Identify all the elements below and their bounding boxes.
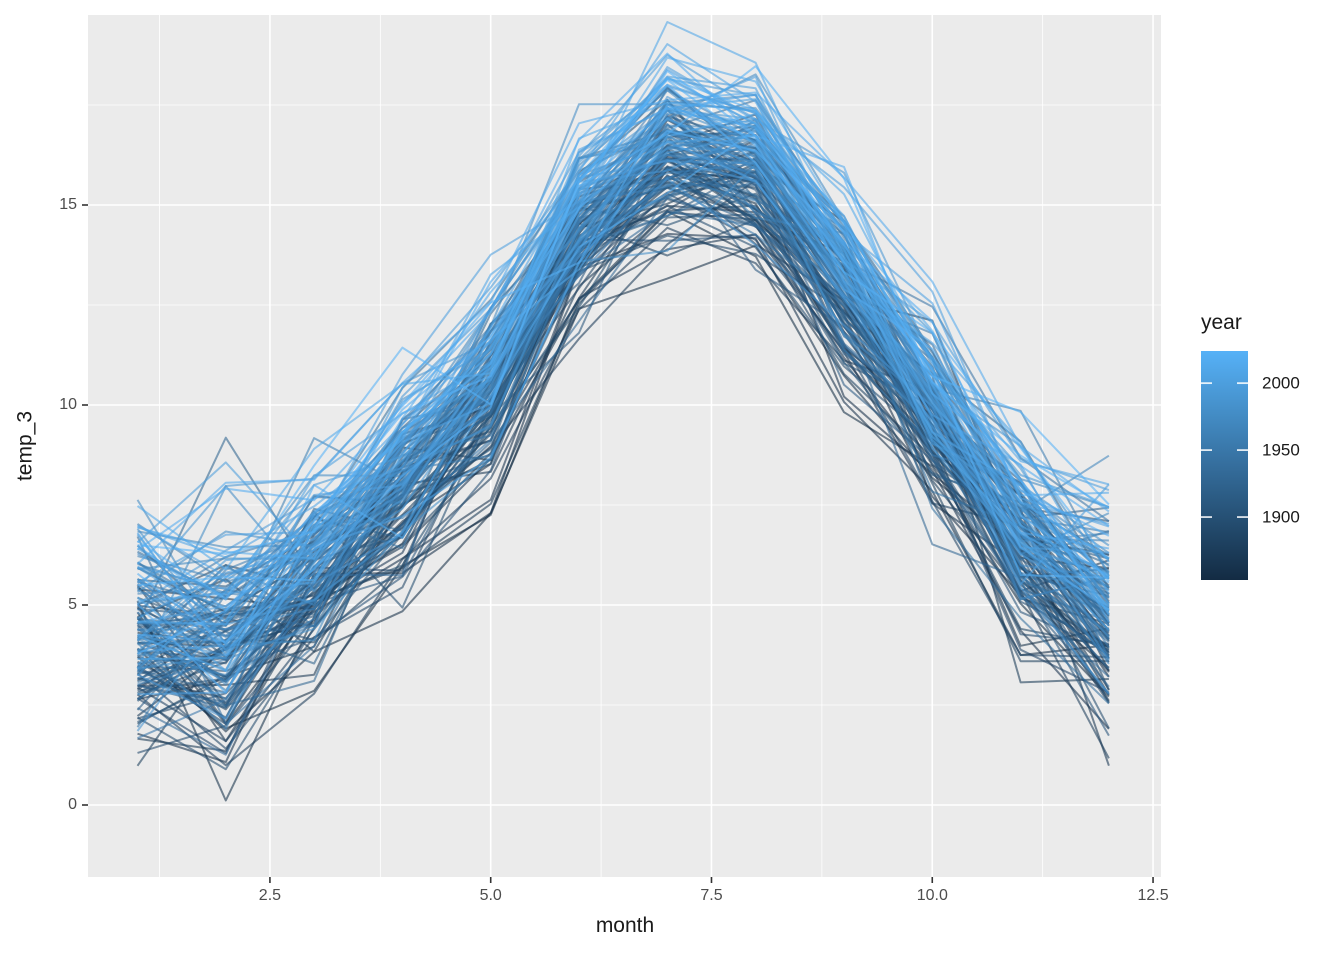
temperature-line xyxy=(137,43,1110,602)
legend-title: year xyxy=(1201,311,1242,334)
y-axis-title: temp_3 xyxy=(13,410,37,482)
temperature-line xyxy=(137,83,1110,643)
x-tick-label: 10.0 xyxy=(916,887,948,904)
y-tick-label: 10 xyxy=(59,396,77,413)
y-tick-label: 0 xyxy=(68,796,77,813)
temperature-line xyxy=(137,69,1110,655)
temperature-line xyxy=(137,177,1110,720)
x-tick-label: 12.5 xyxy=(1137,887,1169,904)
temperature-line xyxy=(136,91,1110,565)
temperature-line xyxy=(136,107,1110,657)
x-axis-title: month xyxy=(595,914,655,937)
temperature-line xyxy=(136,129,1110,694)
temperature-line xyxy=(136,77,1110,670)
legend-tick-label: 1950 xyxy=(1262,440,1300,460)
x-tick-label: 5.0 xyxy=(479,887,502,904)
temperature-lines-layer xyxy=(136,21,1110,802)
legend-tick-label: 2000 xyxy=(1262,373,1300,393)
temperature-line xyxy=(136,104,1109,645)
temperature-line xyxy=(137,112,1110,661)
temperature-line xyxy=(136,76,1110,600)
temperature-line xyxy=(137,158,1110,686)
y-tick-label: 15 xyxy=(59,196,77,213)
y-tick-label: 5 xyxy=(68,596,77,613)
x-tick-label: 2.5 xyxy=(258,887,282,904)
x-tick-label: 7.5 xyxy=(700,887,723,904)
temperature-line xyxy=(137,78,1110,587)
temperature-line xyxy=(136,244,1110,733)
legend-colorbar xyxy=(1201,351,1248,580)
legend-tick-label: 1900 xyxy=(1262,507,1300,527)
